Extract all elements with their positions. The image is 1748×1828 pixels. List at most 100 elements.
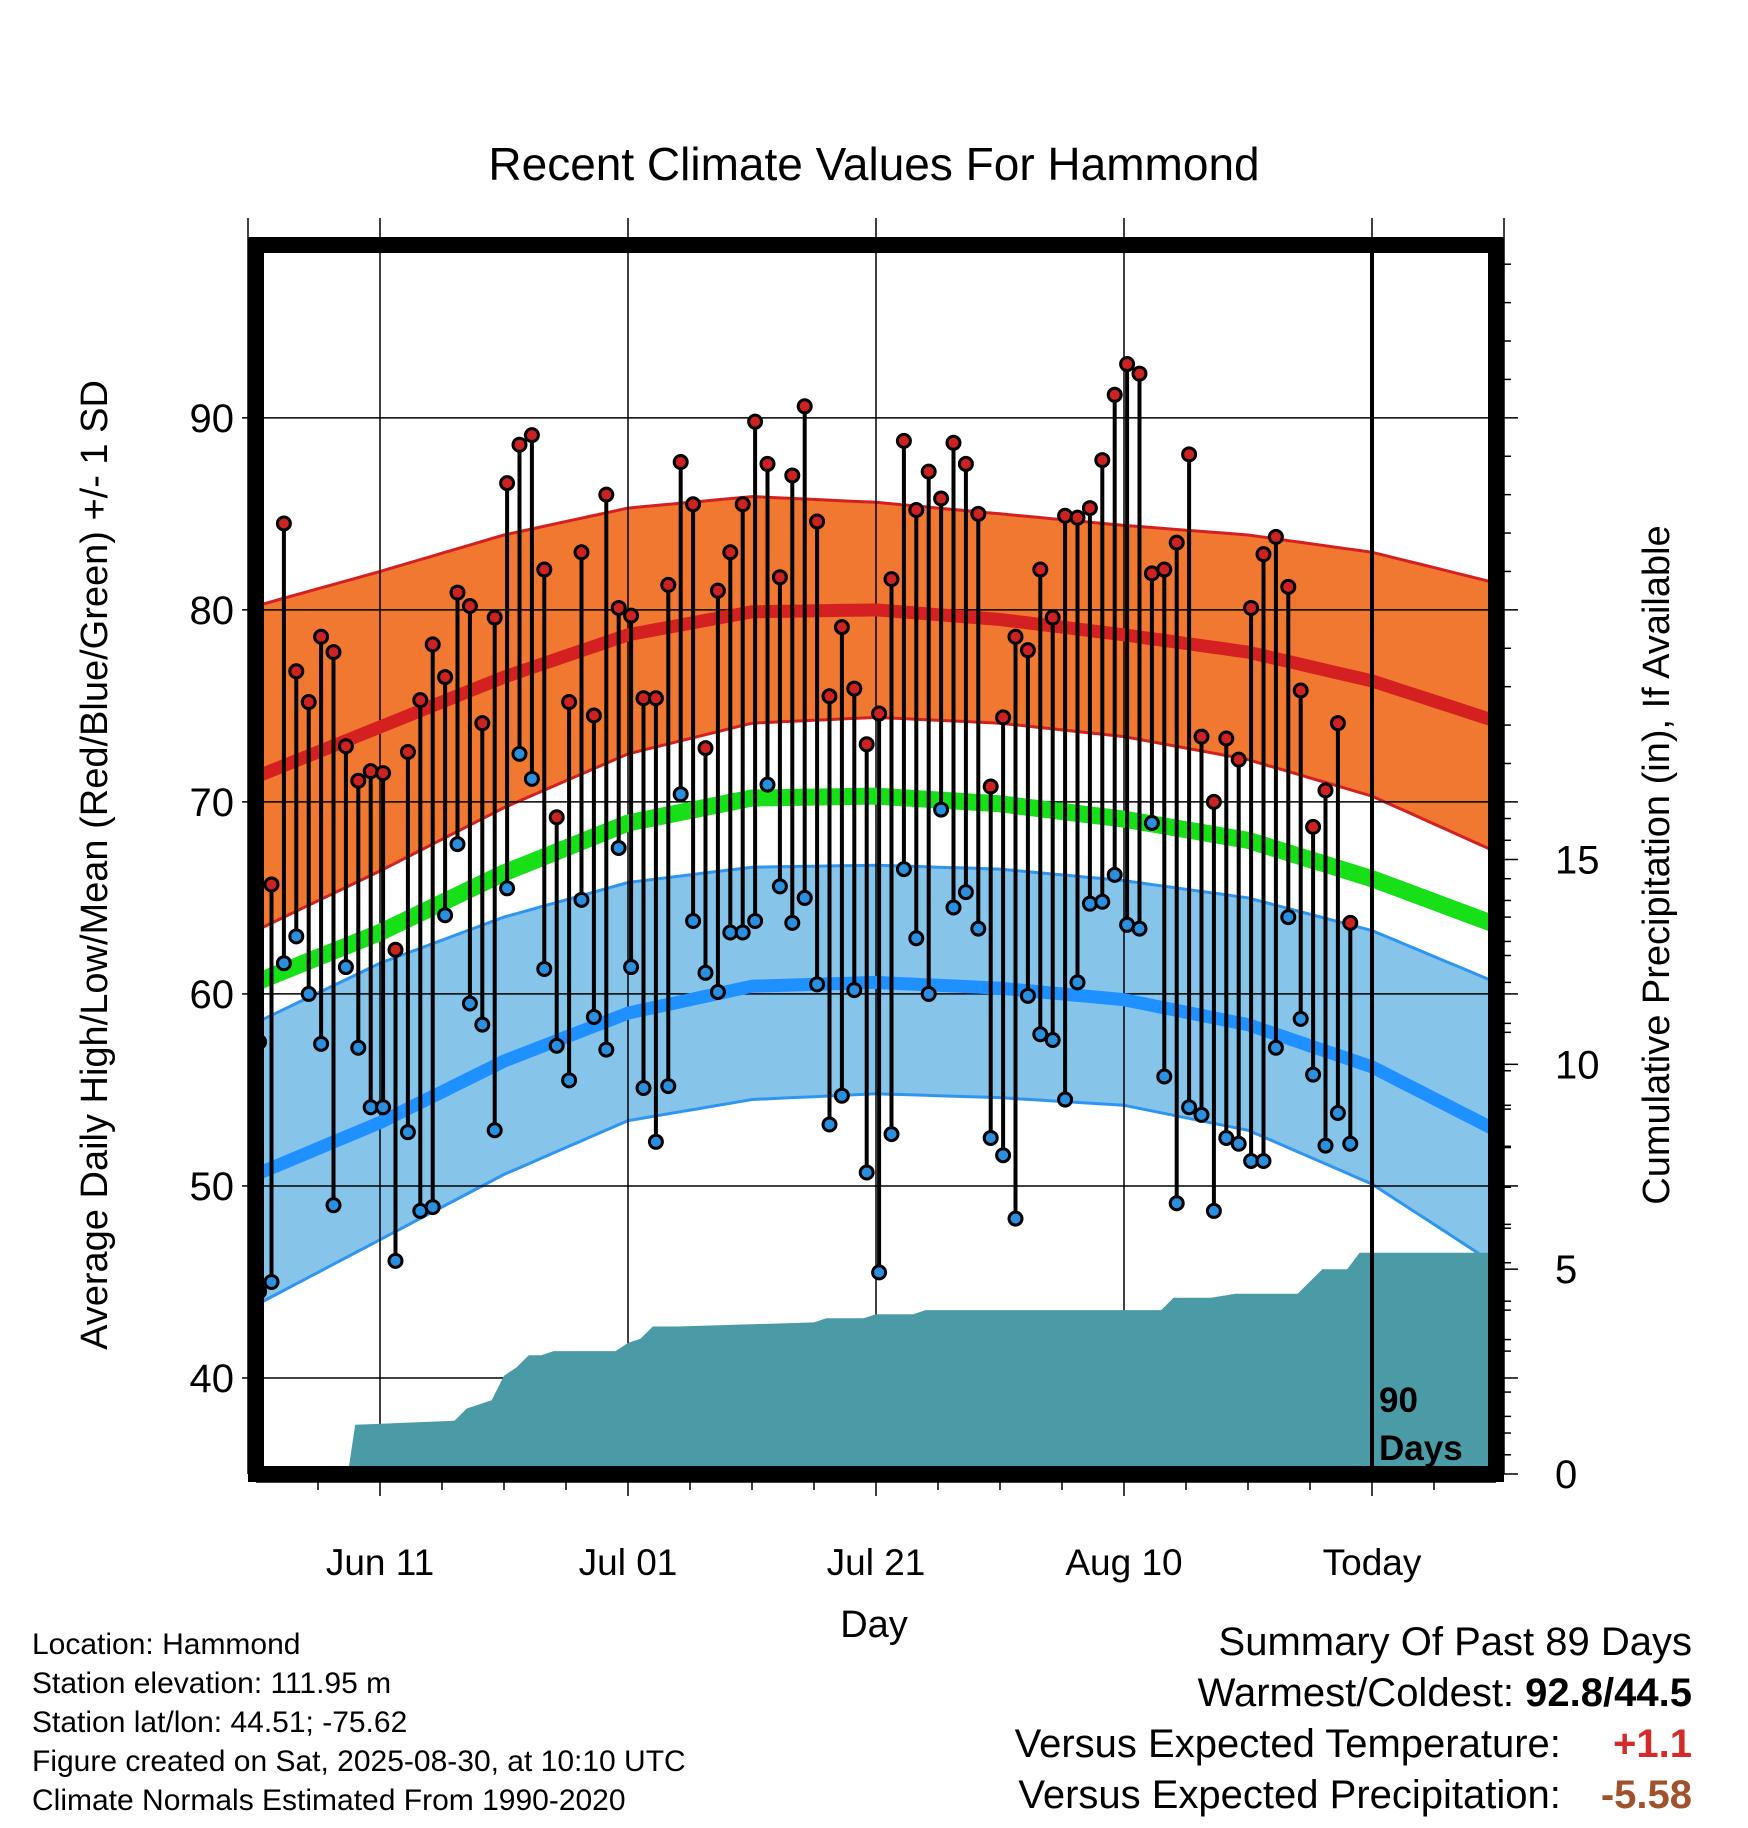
high-temp-point (288, 663, 305, 680)
low-temp-point (1305, 1066, 1322, 1083)
low-temp-point (1032, 1026, 1049, 1043)
low-temp-point (1143, 815, 1160, 832)
high-temp-point (387, 941, 404, 958)
high-temp-point (995, 709, 1012, 726)
high-temp-point (1267, 528, 1284, 545)
low-temp-point (945, 899, 962, 916)
low-temp-point (1230, 1135, 1247, 1152)
low-temp-point (672, 786, 689, 803)
low-temp-point (784, 914, 801, 931)
y-tick-label: 50 (190, 1165, 235, 1209)
low-temp-point (1094, 893, 1111, 910)
high-temp-point (561, 694, 578, 711)
low-temp-point (685, 912, 702, 929)
low-temp-point (1019, 987, 1036, 1004)
low-temp-point (387, 1252, 404, 1269)
low-temp-point (858, 1164, 875, 1181)
high-temp-point (1019, 642, 1036, 659)
low-temp-point (895, 861, 912, 878)
low-temp-point (635, 1080, 652, 1097)
high-temp-point (598, 486, 615, 503)
y2-axis-label: Cumulative Precipitation (in), If Availa… (1636, 525, 1678, 1204)
high-temp-point (1119, 356, 1136, 373)
high-temp-point (449, 584, 466, 601)
high-temp-point (920, 463, 937, 480)
location-text: Location: Hammond (32, 1628, 301, 1661)
high-temp-point (784, 467, 801, 484)
created-text: Figure created on Sat, 2025-08-30, at 10… (32, 1745, 686, 1778)
low-temp-point (995, 1147, 1012, 1164)
high-temp-point (474, 715, 491, 732)
low-temp-point (970, 920, 987, 937)
latlon-text: Station lat/lon: 44.51; -75.62 (32, 1706, 408, 1739)
low-temp-point (883, 1126, 900, 1143)
y-tick-label: 40 (190, 1357, 235, 1401)
high-temp-point (399, 743, 416, 760)
high-temp-point (1168, 534, 1185, 551)
high-temp-point (957, 455, 974, 472)
low-temp-point (647, 1133, 664, 1150)
high-temp-point (325, 644, 342, 661)
high-temp-point (350, 772, 367, 789)
low-temp-point (1267, 1039, 1284, 1056)
high-temp-point (412, 692, 429, 709)
low-temp-point (871, 1264, 888, 1281)
summary-title: Summary Of Past 89 Days (1218, 1620, 1692, 1664)
y2-tick-label: 10 (1555, 1043, 1600, 1087)
y-axis-label: Average Daily High/Low/Mean (Red/Blue/Gr… (74, 380, 116, 1350)
precip-row: Versus Expected Precipitation: -5.58 (1015, 1770, 1692, 1821)
high-temp-point (1106, 386, 1123, 403)
low-temp-point (1317, 1137, 1334, 1154)
high-temp-point (1081, 500, 1098, 517)
low-temp-point (1193, 1106, 1210, 1123)
low-temp-point (1106, 866, 1123, 883)
high-temp-point (424, 636, 441, 653)
high-temp-point (1280, 578, 1297, 595)
high-temp-point (1292, 682, 1309, 699)
high-temp-point (313, 628, 330, 645)
high-temp-point (375, 765, 392, 782)
high-temp-point (437, 669, 454, 686)
y2-tick-label: 0 (1555, 1453, 1577, 1497)
high-temp-point (871, 705, 888, 722)
low-temp-point (449, 836, 466, 853)
today-marker-label: 90 (1379, 1381, 1418, 1420)
precip-label: Versus Expected Precipitation: (1018, 1773, 1561, 1817)
high-temp-point (275, 515, 292, 532)
high-temp-point (263, 876, 280, 893)
low-temp-point (499, 880, 516, 897)
low-temp-point (1329, 1104, 1346, 1121)
low-temp-point (585, 1008, 602, 1025)
high-temp-point (337, 738, 354, 755)
low-temp-point (1181, 1099, 1198, 1116)
high-temp-point (796, 398, 813, 415)
low-temp-point (474, 1016, 491, 1033)
low-temp-point (623, 959, 640, 976)
low-temp-point (796, 889, 813, 906)
high-temp-point (1255, 546, 1272, 563)
low-temp-point (920, 985, 937, 1002)
low-temp-point (1069, 974, 1086, 991)
high-temp-point (685, 496, 702, 513)
low-temp-point (1131, 920, 1148, 937)
x-tick-label: Today (1323, 1542, 1422, 1583)
high-temp-point (747, 413, 764, 430)
low-temp-point (957, 884, 974, 901)
low-temp-point (660, 1078, 677, 1095)
warm-cold-label: Warmest/Coldest: (1197, 1671, 1515, 1715)
plot-area: 90 Days (256, 245, 1496, 1474)
high-temp-point (883, 571, 900, 588)
temp-value: +1.1 (1613, 1722, 1692, 1766)
normals-text: Climate Normals Estimated From 1990-2020 (32, 1784, 626, 1817)
high-temp-point (585, 707, 602, 724)
low-temp-point (598, 1041, 615, 1058)
low-temp-point (1168, 1195, 1185, 1212)
high-temp-point (1205, 793, 1222, 810)
low-temp-point (771, 878, 788, 895)
warm-cold-row: Warmest/Coldest: 92.8/44.5 (1015, 1668, 1692, 1719)
high-temp-point (982, 778, 999, 795)
low-temp-point (1156, 1068, 1173, 1085)
low-temp-point (325, 1197, 342, 1214)
high-temp-point (821, 688, 838, 705)
high-temp-point (362, 763, 379, 780)
